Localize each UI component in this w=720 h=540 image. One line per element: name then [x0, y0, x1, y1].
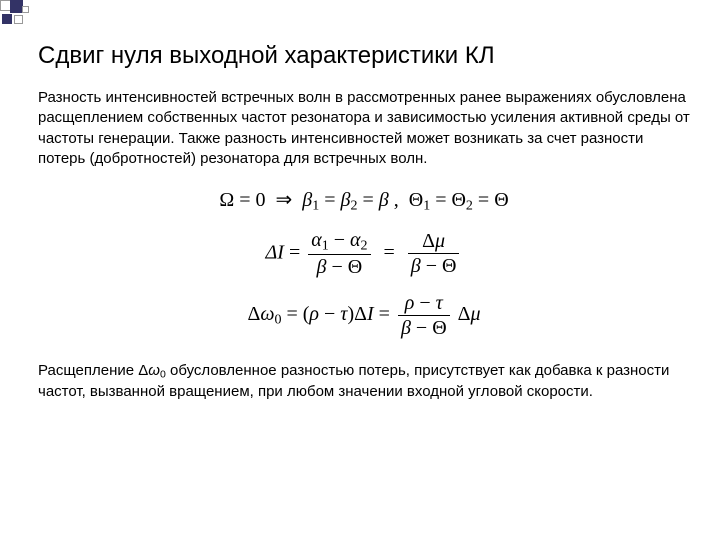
paragraph-2: Расщепление Δω0 обусловленное разностью …	[38, 361, 690, 402]
equation-block: Ω = 0 ⇒ β1 = β2 = β , Θ1 = Θ2 = Θ ΔI = α…	[38, 187, 690, 339]
slide-content: Сдвиг нуля выходной характеристики КЛ Ра…	[38, 42, 690, 410]
slide-title: Сдвиг нуля выходной характеристики КЛ	[38, 42, 690, 70]
fraction: α1 − α2 β − Θ	[308, 229, 370, 279]
equation-line-3: Δω0 = (ρ − τ)ΔI = ρ − τ β − Θ Δμ	[38, 292, 690, 339]
eq-text: Ω = 0 ⇒ β1 = β2 = β , Θ1 = Θ2 = Θ	[219, 189, 508, 211]
equation-line-1: Ω = 0 ⇒ β1 = β2 = β , Θ1 = Θ2 = Θ	[38, 187, 690, 215]
eq-text: ΔI	[266, 241, 284, 263]
deco-square	[22, 6, 29, 13]
fraction: Δμ β − Θ	[408, 230, 460, 277]
deco-square	[2, 14, 12, 24]
para2-pre: Расщепление Δ	[38, 362, 148, 379]
para2-var: ω	[148, 362, 160, 379]
deco-square	[14, 15, 23, 24]
corner-decoration	[0, 0, 70, 28]
paragraph-1: Разность интенсивностей встречных волн в…	[38, 88, 690, 169]
equation-line-2: ΔI = α1 − α2 β − Θ = Δμ β − Θ	[38, 229, 690, 279]
fraction: ρ − τ β − Θ	[398, 292, 450, 339]
